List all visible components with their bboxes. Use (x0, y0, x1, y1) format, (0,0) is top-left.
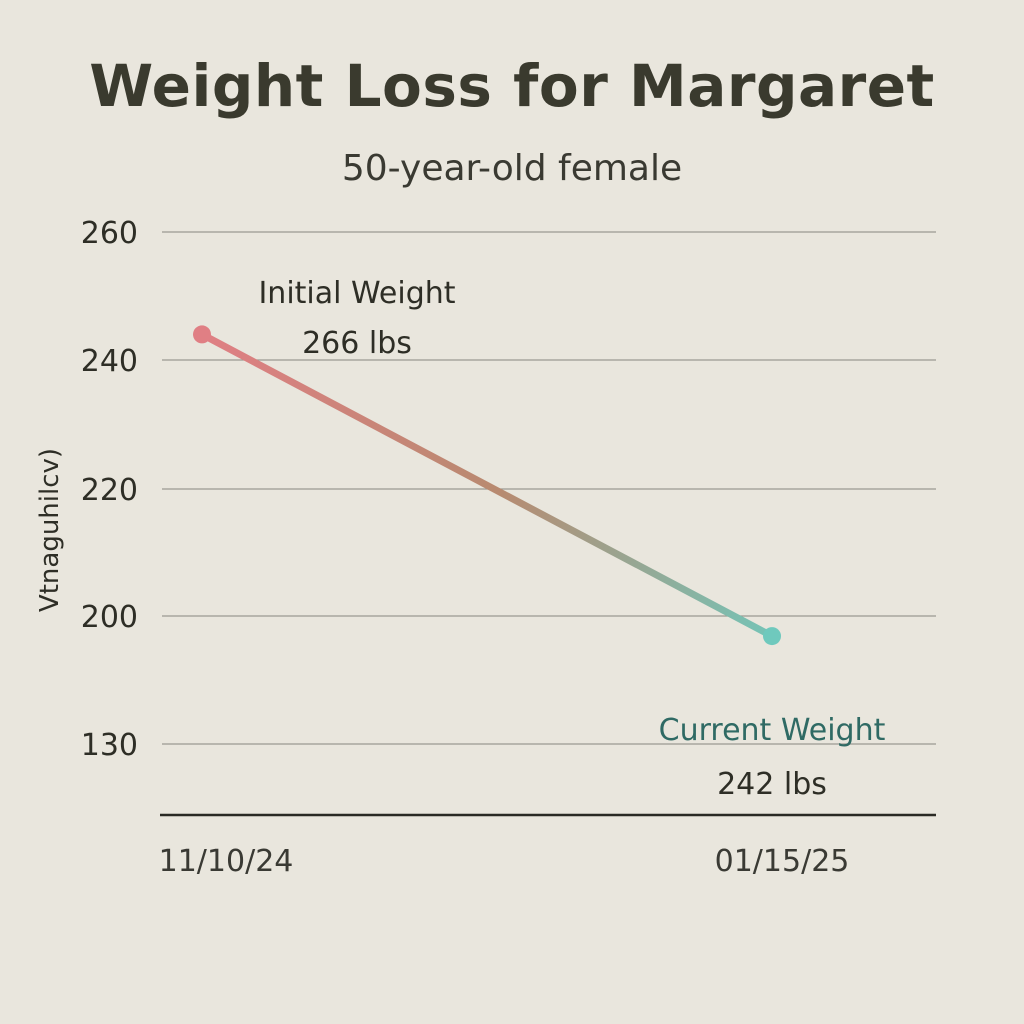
annotation-initial-value: 266 lbs (302, 326, 412, 361)
x-tick-label: 11/10/24 (159, 844, 294, 879)
y-tick-label: 200 (81, 600, 138, 635)
annotation-current-value: 242 lbs (717, 767, 827, 802)
y-tick-label: 240 (81, 344, 138, 379)
chart-title: Weight Loss for Margaret (89, 52, 935, 120)
annotation-current-label: Current Weight (659, 713, 886, 748)
y-tick-label: 130 (81, 728, 138, 763)
data-point-current (763, 627, 781, 646)
chart-subtitle: 50-year-old female (341, 148, 683, 189)
y-tick-label: 220 (81, 473, 138, 508)
y-axis-label: Vtnaguhilcv) (35, 448, 65, 612)
series-line (198, 330, 776, 640)
annotation-initial-label: Initial Weight (258, 276, 455, 311)
y-tick-label: 260 (81, 216, 138, 251)
data-point-initial (193, 325, 211, 344)
x-tick-label: 01/15/25 (715, 844, 850, 879)
